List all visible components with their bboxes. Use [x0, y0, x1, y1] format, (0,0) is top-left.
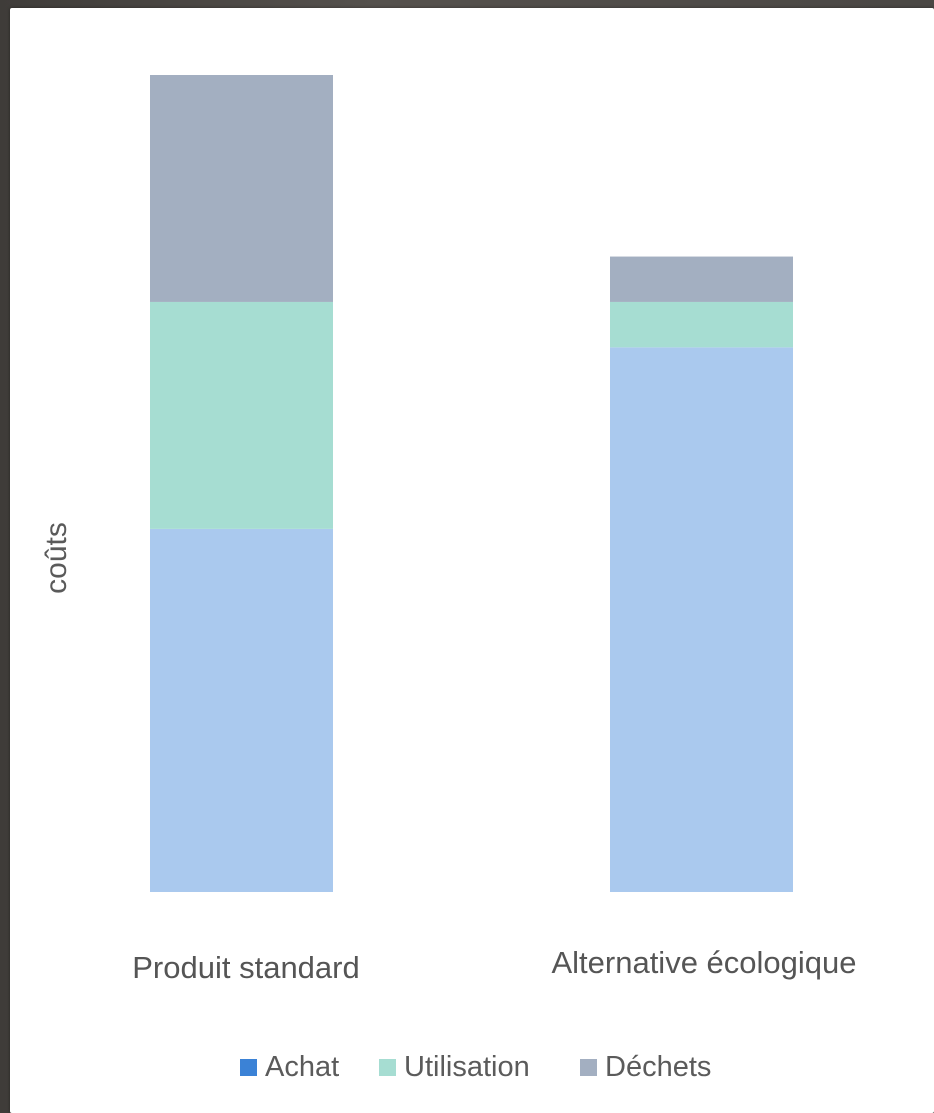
- bar-utilisation-0: [150, 301, 333, 529]
- category-label-1: Alternative écologique: [551, 945, 856, 980]
- bars-group: [150, 75, 793, 892]
- category-labels: Produit standard Alternative écologique: [132, 945, 856, 985]
- legend-swatch-2: [580, 1059, 597, 1076]
- bar-utilisation-1: [610, 301, 793, 348]
- legend-swatch-0: [240, 1059, 257, 1076]
- bar-dchets-0: [150, 75, 333, 302]
- category-label-0: Produit standard: [132, 950, 359, 985]
- legend-label-0: Achat: [265, 1051, 339, 1083]
- y-axis-label: coûts: [40, 522, 73, 594]
- legend: Achat Utilisation Déchets: [240, 1051, 711, 1083]
- bar-achat-1: [610, 347, 793, 892]
- bar-dchets-1: [610, 256, 793, 302]
- legend-label-1: Utilisation: [404, 1051, 530, 1083]
- legend-label-2: Déchets: [605, 1051, 711, 1083]
- legend-swatch-1: [379, 1059, 396, 1076]
- bar-achat-0: [150, 528, 333, 892]
